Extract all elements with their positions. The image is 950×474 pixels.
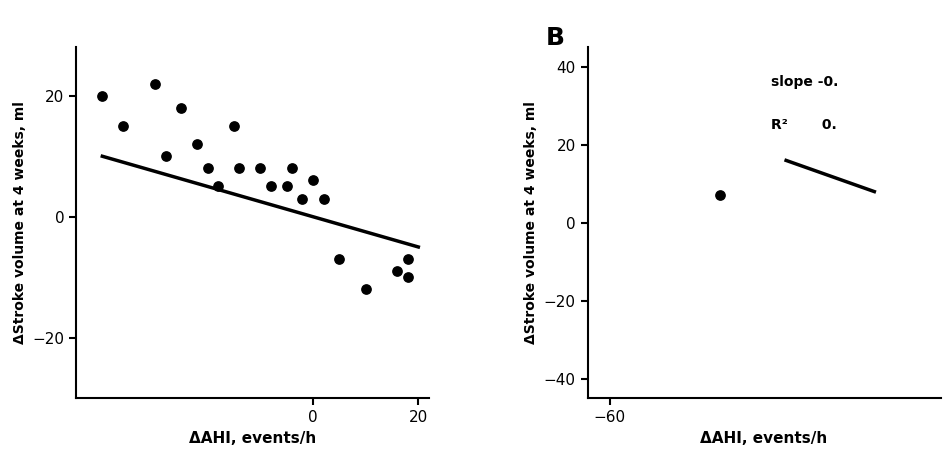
Point (294, 195, 310, 202)
Point (174, 104, 189, 112)
Point (284, 164, 299, 172)
Point (232, 164, 247, 172)
Point (358, 285, 373, 293)
Text: B: B (545, 27, 564, 50)
Point (190, 140, 205, 148)
Point (390, 267, 405, 275)
Point (253, 164, 268, 172)
Point (332, 255, 347, 263)
Point (279, 182, 294, 190)
Point (147, 80, 162, 88)
Point (158, 153, 173, 160)
Point (316, 195, 332, 202)
X-axis label: ΔAHI, events/h: ΔAHI, events/h (189, 430, 316, 446)
Point (712, 191, 728, 199)
Point (116, 122, 131, 130)
X-axis label: ΔAHI, events/h: ΔAHI, events/h (700, 430, 827, 446)
Point (400, 255, 415, 263)
Point (95, 92, 110, 100)
Point (200, 164, 216, 172)
Point (211, 182, 226, 190)
Point (263, 182, 278, 190)
Y-axis label: ΔStroke volume at 4 weeks, ml: ΔStroke volume at 4 weeks, ml (524, 101, 539, 344)
Y-axis label: ΔStroke volume at 4 weeks, ml: ΔStroke volume at 4 weeks, ml (12, 101, 27, 344)
Point (226, 122, 241, 130)
Point (400, 273, 415, 281)
Point (305, 177, 320, 184)
Text: R²       0.: R² 0. (771, 118, 837, 132)
Text: slope -0.: slope -0. (771, 75, 839, 90)
